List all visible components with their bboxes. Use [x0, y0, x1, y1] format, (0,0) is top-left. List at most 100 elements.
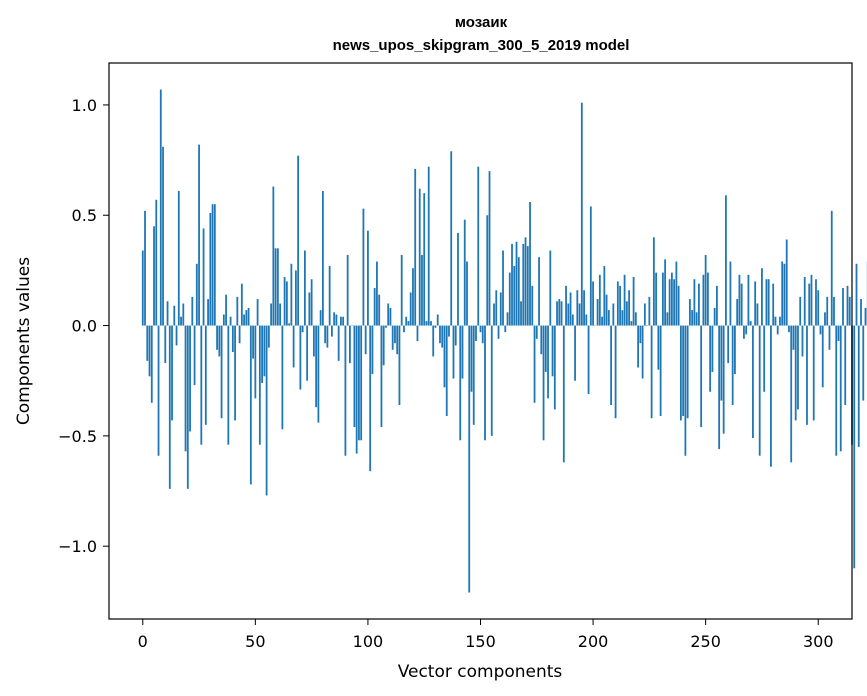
bar-25 [198, 144, 200, 326]
bar-134 [443, 325, 446, 388]
bar-26 [200, 325, 203, 445]
bar-22 [191, 296, 194, 326]
bar-167 [517, 257, 520, 326]
bar-74 [308, 292, 311, 326]
bar-210 [614, 325, 617, 419]
bar-41 [234, 325, 236, 421]
bar-124 [421, 254, 423, 326]
bar-2 [146, 325, 149, 361]
bar-38 [227, 325, 230, 445]
bar-68 [294, 270, 297, 326]
bar-90 [344, 325, 347, 456]
bar-303 [824, 312, 826, 326]
bar-66 [290, 263, 293, 326]
bar-319 [860, 299, 862, 326]
bar-215 [625, 301, 628, 326]
bar-11 [166, 301, 169, 326]
bar-165 [513, 265, 516, 326]
bar-7 [157, 325, 160, 456]
bar-242 [686, 325, 689, 419]
bar-175 [535, 325, 538, 339]
bar-85 [333, 312, 336, 326]
bar-98 [362, 208, 365, 326]
bar-257 [720, 325, 723, 401]
bar-15 [175, 325, 178, 346]
bar-137 [450, 151, 453, 326]
bar-227 [652, 237, 655, 326]
bar-153 [486, 215, 489, 326]
bar-144 [466, 261, 468, 326]
bar-4 [150, 325, 153, 403]
bar-27 [202, 228, 205, 326]
bar-203 [598, 274, 601, 326]
bar-282 [776, 325, 779, 335]
bar-10 [164, 325, 167, 364]
bar-145 [468, 325, 471, 593]
x-tick-label: 0 [138, 632, 148, 651]
bar-235 [670, 272, 673, 326]
bar-212 [619, 285, 621, 326]
bar-121 [414, 168, 417, 326]
bar-190 [569, 292, 572, 326]
bar-114 [398, 325, 401, 405]
bar-275 [761, 268, 763, 326]
bar-151 [481, 325, 484, 344]
bar-251 [707, 272, 709, 326]
bar-273 [756, 303, 759, 326]
bar-176 [538, 257, 540, 326]
bar-149 [477, 166, 480, 326]
bar-82 [326, 325, 329, 348]
bar-247 [698, 283, 700, 326]
bar-37 [225, 294, 227, 326]
bar-143 [463, 219, 466, 326]
bar-6 [155, 199, 158, 326]
bar-99 [364, 325, 367, 355]
bar-293 [801, 325, 804, 357]
y-axis-label: Components values [14, 257, 34, 425]
bar-152 [484, 325, 486, 441]
bar-294 [803, 277, 806, 326]
x-tick-label: 50 [245, 632, 265, 651]
bar-109 [387, 303, 390, 326]
bar-96 [358, 325, 360, 441]
bar-28 [204, 325, 207, 425]
bar-218 [632, 277, 635, 326]
bar-86 [335, 314, 338, 326]
bar-200 [592, 281, 594, 326]
x-tick-label: 250 [690, 632, 721, 651]
bar-197 [585, 314, 588, 326]
bar-173 [531, 285, 534, 326]
bar-40 [231, 325, 234, 353]
bar-71 [301, 325, 304, 333]
bar-268 [745, 325, 748, 335]
bar-111 [391, 325, 394, 350]
bar-155 [490, 325, 493, 436]
bar-250 [704, 254, 707, 326]
bar-310 [839, 325, 842, 452]
bar-194 [578, 303, 581, 326]
x-tick-label: 200 [578, 632, 609, 651]
bar-246 [695, 312, 698, 326]
bar-126 [425, 321, 428, 326]
bar-168 [520, 301, 522, 326]
bar-199 [589, 206, 592, 326]
bar-249 [702, 274, 705, 326]
bar-255 [716, 285, 718, 326]
bar-170 [524, 237, 527, 326]
bar-67 [292, 325, 295, 368]
bar-52 [258, 325, 261, 445]
bar-12 [168, 325, 171, 489]
x-axis-label: Vector components [398, 662, 563, 682]
bar-252 [709, 325, 712, 392]
bar-276 [763, 325, 766, 392]
bar-44 [240, 283, 243, 326]
bar-122 [416, 325, 419, 341]
bar-317 [855, 263, 858, 326]
bar-19 [184, 325, 187, 452]
bar-216 [628, 290, 630, 326]
bar-318 [857, 325, 860, 447]
bar-217 [630, 321, 633, 326]
bar-308 [835, 325, 838, 456]
bar-231 [661, 272, 664, 326]
bar-24 [195, 263, 198, 326]
